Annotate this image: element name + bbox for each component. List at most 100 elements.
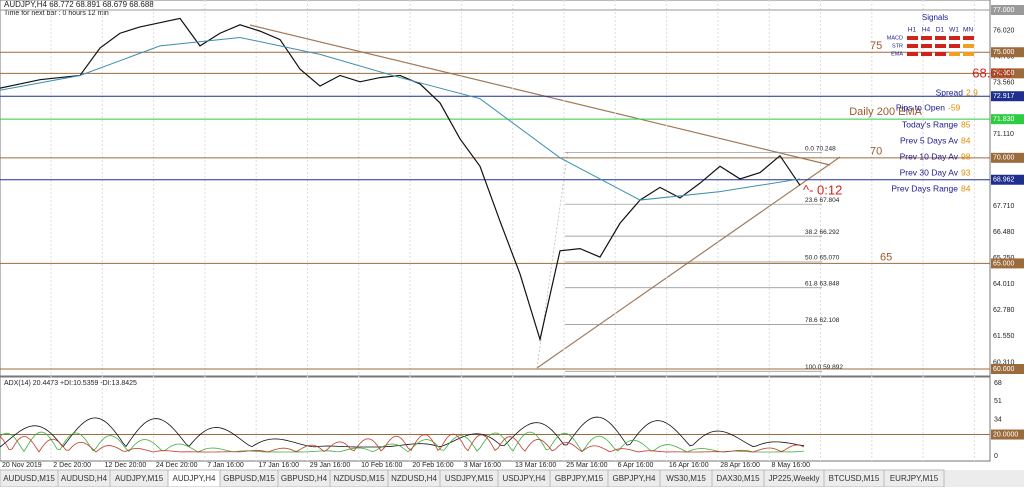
fib-label: 23.6 67.804: [805, 197, 840, 204]
level-label: 65.000: [993, 260, 1015, 267]
signal-row: MACD: [887, 35, 903, 41]
ema-line: [0, 36, 801, 201]
adx-line: [0, 416, 805, 448]
date-label: 24 Dec 20:00: [156, 462, 198, 469]
stat-value: 93: [961, 167, 971, 177]
stat-label: Spread: [936, 87, 964, 97]
price-tick-label: 64.010: [993, 281, 1015, 288]
date-label: 16 Apr 16:00: [669, 462, 709, 469]
date-label: 13 Mar 16:00: [515, 462, 556, 469]
date-label: 12 Dec 20:00: [105, 462, 147, 469]
level-tag: [991, 68, 1024, 79]
fib-label: 50.0 65.070: [805, 255, 840, 262]
tab-label[interactable]: GBPUSD,M15: [223, 474, 275, 483]
tab-label[interactable]: JP225,Weekly: [769, 474, 820, 483]
level-tag: [991, 91, 1024, 102]
stat-label: Prev 5 Days Av: [900, 135, 959, 145]
level-label: 74.000: [993, 70, 1015, 77]
date-label: 7 Jan 16:00: [207, 462, 244, 469]
signal-column: W1: [949, 27, 959, 34]
level-label: 60.000: [993, 366, 1015, 373]
tab-label[interactable]: GBPJPY,M15: [555, 474, 604, 483]
signal-row: STR: [892, 43, 903, 49]
tab-label[interactable]: EURJPY,M15: [890, 474, 939, 483]
date-label: 28 Apr 16:00: [720, 462, 760, 469]
stat-value: 98: [961, 151, 971, 161]
price-tick-label: 76.020: [993, 28, 1015, 35]
round-level-label: 70: [870, 146, 882, 158]
signal-cell: [935, 52, 946, 56]
date-label: 3 Mar 16:00: [464, 462, 501, 469]
level-tag: [991, 174, 1024, 185]
stat-value: 84: [961, 135, 971, 145]
signal-cell: [935, 36, 946, 40]
tab-label[interactable]: NZDUSD,M15: [333, 474, 385, 483]
price-tick-label: 73.560: [993, 79, 1015, 86]
signal-column: MN: [963, 27, 973, 34]
tab-label[interactable]: AUDJPY,H4: [173, 474, 217, 483]
price-line: [0, 17, 801, 342]
level-label: 68.962: [993, 177, 1015, 184]
signal-cell: [921, 36, 932, 40]
signal-column: H1: [908, 27, 917, 34]
price-tick-label: 67.710: [993, 203, 1015, 210]
price-tick-label: 66.480: [993, 229, 1015, 236]
stat-label: Prev Days Range: [891, 183, 958, 193]
signal-cell: [921, 52, 932, 56]
tab-label[interactable]: AUDUSD,H4: [61, 474, 108, 483]
tab-label[interactable]: NZDUSD,H4: [391, 474, 437, 483]
bar-timer: Time for next bar : 0 hours 12 min: [4, 10, 109, 17]
signal-column: H4: [922, 27, 931, 34]
signal-cell: [949, 52, 960, 56]
signal-cell: [907, 44, 918, 48]
signal-cell: [963, 36, 974, 40]
plus-di-line: [0, 431, 805, 453]
signal-cell: [907, 52, 918, 56]
stat-label: Today's Range: [902, 119, 958, 129]
tab-label[interactable]: USDJPY,M15: [445, 474, 494, 483]
signal-row: EMA: [891, 51, 903, 57]
stat-value: 85: [961, 119, 971, 129]
current-price: 68.683: [972, 65, 1012, 80]
tab-label[interactable]: DAX30,M15: [716, 474, 760, 483]
date-label: 20 Nov 2019: [2, 462, 42, 469]
fib-label: 61.8 63.848: [805, 280, 840, 287]
tab-label[interactable]: WS30,M15: [666, 474, 706, 483]
countdown: ^- 0:12: [803, 182, 842, 197]
tab-label[interactable]: GBPUSD,H4: [281, 474, 328, 483]
signal-column: D1: [936, 27, 945, 34]
signal-cell: [963, 44, 974, 48]
signal-cell: [949, 44, 960, 48]
stat-value: -59: [948, 102, 961, 112]
stat-label: Prev 30 Day Av: [900, 167, 959, 177]
date-label: 6 Apr 16:00: [618, 462, 654, 469]
level-label: 71.830: [993, 116, 1015, 123]
level-tag: [991, 47, 1024, 58]
stat-value: 2.9: [966, 87, 978, 97]
level-label: 75.000: [993, 49, 1015, 56]
adx-level-label: 20.0000: [993, 431, 1018, 438]
adx-tick-label: 34: [994, 416, 1002, 423]
tab-label[interactable]: USDJPY,H4: [503, 474, 547, 483]
fib-label: 78.6 62.108: [805, 317, 840, 324]
adx-title: ADX(14) 20.4473 +DI:10.5359 -DI:13.8425: [4, 380, 137, 387]
signal-cell: [921, 44, 932, 48]
price-tick-label: 61.550: [993, 333, 1015, 340]
tab-label[interactable]: AUDUSD,M15: [3, 474, 55, 483]
round-level-label: 75: [870, 40, 882, 52]
tab-label[interactable]: AUDJPY,M15: [115, 474, 164, 483]
level-tag: [991, 5, 1024, 15]
symbol-line: AUDJPY,H4 68.772 68.891 68.679 68.688: [4, 0, 154, 9]
price-tick-label: 62.780: [993, 307, 1015, 314]
signals-title: Signals: [922, 13, 948, 22]
adx-tick-label: 51: [994, 398, 1002, 405]
fib-label: 38.2 66.292: [805, 229, 840, 236]
date-label: 2 Dec 20:00: [53, 462, 91, 469]
stat-value: 84: [961, 183, 971, 193]
tab-label[interactable]: BTCUSD,M15: [829, 474, 880, 483]
tab-label[interactable]: GBPJPY,H4: [613, 474, 657, 483]
date-label: 8 May 16:00: [772, 462, 811, 469]
level-label: 77.000: [993, 7, 1015, 14]
level-tag: [991, 114, 1024, 125]
